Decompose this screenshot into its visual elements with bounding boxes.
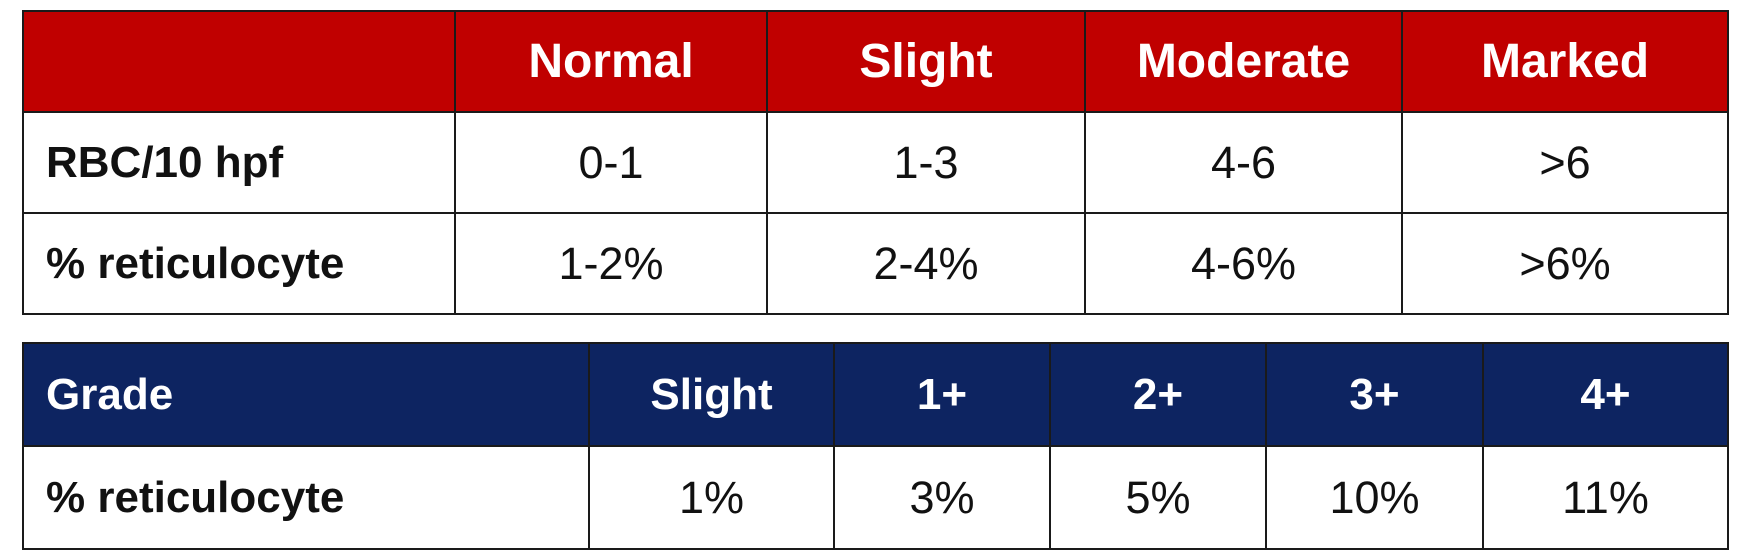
row-label-rbc: RBC/10 hpf xyxy=(22,111,456,214)
table-cell: 3% xyxy=(833,445,1051,550)
table-cell: 2-4% xyxy=(766,212,1086,315)
table-row: RBC/10 hpf 0-1 1-3 4-6 >6 xyxy=(22,111,1729,214)
grade-header-1plus: 1+ xyxy=(833,342,1051,447)
row-label-reticulocyte: % reticulocyte xyxy=(22,212,456,315)
table-cell: 1% xyxy=(588,445,835,550)
grade-header-3plus: 3+ xyxy=(1265,342,1484,447)
table-cell: 0-1 xyxy=(454,111,768,214)
table-cell: 10% xyxy=(1265,445,1484,550)
table-cell: 1-3 xyxy=(766,111,1086,214)
severity-header-row: Normal Slight Moderate Marked xyxy=(22,10,1729,113)
grade-header-4plus: 4+ xyxy=(1482,342,1729,447)
table-row: % reticulocyte 1-2% 2-4% 4-6% >6% xyxy=(22,212,1729,315)
table-cell: 5% xyxy=(1049,445,1267,550)
table-cell: 4-6% xyxy=(1084,212,1403,315)
severity-header-slight: Slight xyxy=(766,10,1086,113)
table-cell: 11% xyxy=(1482,445,1729,550)
severity-header-corner xyxy=(22,10,456,113)
grade-header-label: Grade xyxy=(22,342,590,447)
table-cell: >6% xyxy=(1401,212,1729,315)
severity-header-normal: Normal xyxy=(454,10,768,113)
severity-header-moderate: Moderate xyxy=(1084,10,1403,113)
row-label-reticulocyte: % reticulocyte xyxy=(22,445,590,550)
grade-header-slight: Slight xyxy=(588,342,835,447)
severity-table: Normal Slight Moderate Marked RBC/10 hpf… xyxy=(22,10,1729,315)
grade-table: Grade Slight 1+ 2+ 3+ 4+ % reticulocyte … xyxy=(22,342,1729,550)
severity-header-marked: Marked xyxy=(1401,10,1729,113)
table-cell: 4-6 xyxy=(1084,111,1403,214)
table-cell: 1-2% xyxy=(454,212,768,315)
grade-header-2plus: 2+ xyxy=(1049,342,1267,447)
table-cell: >6 xyxy=(1401,111,1729,214)
table-row: % reticulocyte 1% 3% 5% 10% 11% xyxy=(22,445,1729,550)
grade-header-row: Grade Slight 1+ 2+ 3+ 4+ xyxy=(22,342,1729,447)
